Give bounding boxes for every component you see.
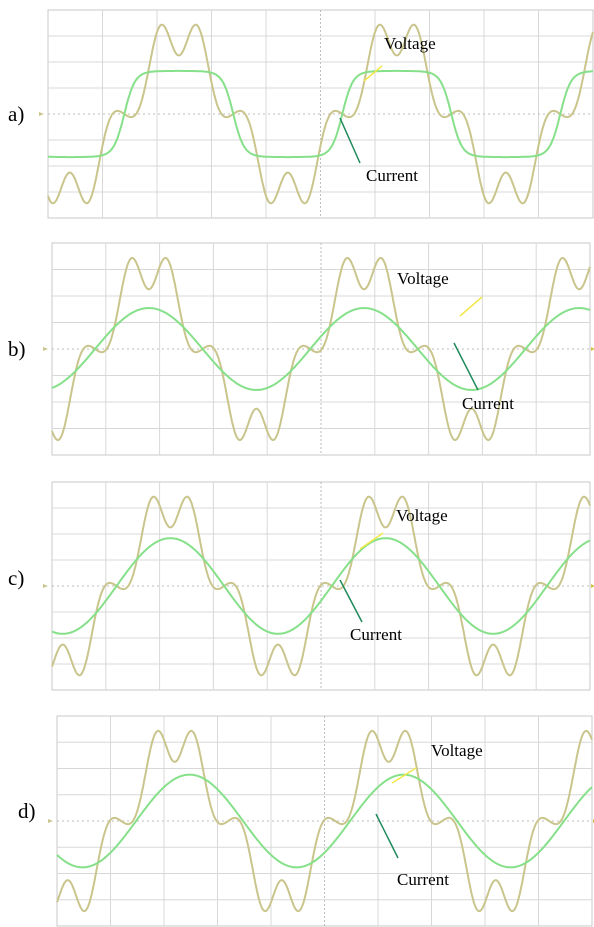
trigger-marker-icon [591, 347, 594, 351]
current-annotation: Current [462, 394, 514, 413]
ground-marker-icon [48, 819, 53, 823]
current-trace [51, 537, 591, 635]
voltage-pointer-line [363, 65, 383, 82]
ground-marker-icon [43, 584, 48, 588]
trigger-marker-icon [591, 584, 594, 588]
current-trace [51, 306, 591, 392]
voltage-pointer-line [359, 532, 384, 550]
voltage-pointer-line [391, 767, 417, 784]
chart-panel-4: d) Voltage Current [18, 715, 594, 927]
chart-panel-3: c) Voltage Current [8, 481, 594, 691]
voltage-annotation: Voltage [431, 741, 483, 760]
voltage-trace [51, 495, 591, 677]
voltage-annotation: Voltage [396, 506, 448, 525]
current-pointer-line [375, 813, 399, 859]
voltage-trace [56, 729, 593, 913]
voltage-annotation: Voltage [384, 34, 436, 53]
panel-label: a) [8, 102, 24, 126]
chart-panel-2: b) Voltage Current [8, 242, 594, 456]
current-trace [56, 773, 593, 869]
current-pointer-line [339, 117, 361, 164]
panel-label: b) [8, 337, 26, 361]
current-pointer-line [339, 579, 363, 623]
ground-marker-icon [39, 112, 44, 116]
ground-marker-icon [43, 347, 48, 351]
voltage-pointer-line [459, 296, 483, 317]
current-annotation: Current [350, 625, 402, 644]
voltage-annotation: Voltage [397, 269, 449, 288]
current-annotation: Current [366, 166, 418, 185]
current-pointer-line [453, 342, 479, 391]
voltage-trace [51, 257, 591, 441]
chart-panel-1: a) Voltage Current [8, 9, 594, 219]
panel-label: d) [18, 799, 36, 823]
panel-label: c) [8, 566, 24, 590]
current-annotation: Current [397, 870, 449, 889]
current-trace [47, 69, 593, 159]
voltage-trace [47, 23, 594, 205]
